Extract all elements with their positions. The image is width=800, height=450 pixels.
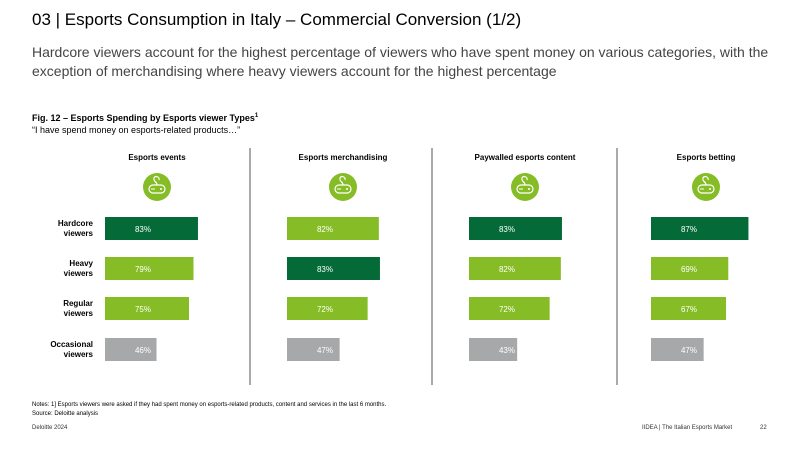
page-title: 03 | Esports Consumption in Italy – Comm…	[32, 10, 522, 29]
footer-brand: Deloitte 2024	[32, 425, 68, 431]
game-controller-icon	[143, 173, 171, 201]
bar	[651, 338, 704, 361]
category-label-line: Regular	[63, 299, 93, 308]
bar	[469, 338, 518, 361]
category-label-line: Occasional	[50, 340, 93, 349]
bar-value-label: 83%	[499, 225, 515, 234]
bar-value-label: 83%	[135, 225, 151, 234]
bar	[287, 217, 379, 240]
bar-value-label: 82%	[499, 265, 515, 274]
category-label-line: viewers	[64, 229, 94, 238]
bar	[287, 297, 368, 320]
controller-cable	[153, 175, 160, 186]
bar	[105, 217, 198, 240]
controller-button	[528, 188, 530, 190]
category-label: Heavy viewers	[64, 259, 94, 278]
bar	[651, 217, 749, 240]
figure-title: Fig. 12 – Esports Spending by Esports vi…	[32, 113, 258, 123]
page-number: 22	[760, 425, 767, 431]
category-label-line: Hardcore	[58, 219, 94, 228]
bar-value-label: 82%	[317, 225, 333, 234]
bar-value-label: 69%	[681, 265, 697, 274]
bar	[105, 257, 194, 280]
bar-value-label: 43%	[499, 346, 515, 355]
bar-value-label: 47%	[317, 346, 333, 355]
footer-report-name: IIDEA | The Italian Esports Market	[642, 425, 733, 431]
bar	[469, 257, 561, 280]
bar	[105, 297, 189, 320]
category-label-line: viewers	[64, 309, 94, 318]
category-label: Hardcore viewers	[58, 219, 94, 238]
bar-value-label: 83%	[317, 265, 333, 274]
category-label: Occasional viewers	[50, 340, 93, 359]
source-line: Source: Deloitte analysis	[32, 411, 99, 417]
bar-value-label: 67%	[681, 305, 697, 314]
notes: Notes: 1] Esports viewers were asked if …	[32, 401, 386, 419]
controller-cable	[339, 175, 346, 186]
category-label-line: viewers	[64, 350, 94, 359]
category-label-line: Heavy	[69, 259, 93, 268]
controller-cable	[702, 175, 709, 186]
bar	[651, 297, 727, 320]
bar-value-label: 79%	[135, 265, 151, 274]
game-controller-icon	[329, 173, 357, 201]
bar-value-label: 72%	[499, 305, 515, 314]
figure-title-footnote: 1	[254, 113, 259, 119]
bar	[469, 297, 550, 320]
figure-title-text: Fig. 12 – Esports Spending by Esports vi…	[32, 113, 255, 123]
game-controller-icon	[511, 173, 539, 201]
bar-value-label: 75%	[135, 305, 151, 314]
panel-title: Esports events	[128, 153, 186, 162]
bar-value-label: 46%	[135, 346, 151, 355]
bar-value-label: 47%	[681, 346, 697, 355]
category-label: Regular viewers	[63, 299, 93, 318]
bar-value-label: 72%	[317, 305, 333, 314]
panel-title: Esports betting	[677, 153, 736, 162]
bar	[105, 338, 157, 361]
panel-title: Paywalled esports content	[475, 153, 576, 162]
controller-button	[709, 188, 711, 190]
bar	[651, 257, 729, 280]
controller-button	[346, 188, 348, 190]
notes-line: Notes: 1] Esports viewers were asked if …	[32, 402, 387, 408]
controller-button	[160, 188, 162, 190]
figure-subtitle: “I have spend money on esports-related p…	[32, 125, 241, 135]
bar-value-label: 87%	[681, 225, 697, 234]
bar	[469, 217, 562, 240]
bar	[287, 338, 340, 361]
page-subtitle: Hardcore viewers account for the highest…	[32, 44, 769, 79]
game-controller-icon	[692, 173, 720, 201]
category-label-line: viewers	[64, 269, 94, 278]
controller-cable	[521, 175, 528, 186]
panel-title: Esports merchandising	[299, 153, 388, 162]
bar	[287, 257, 380, 280]
